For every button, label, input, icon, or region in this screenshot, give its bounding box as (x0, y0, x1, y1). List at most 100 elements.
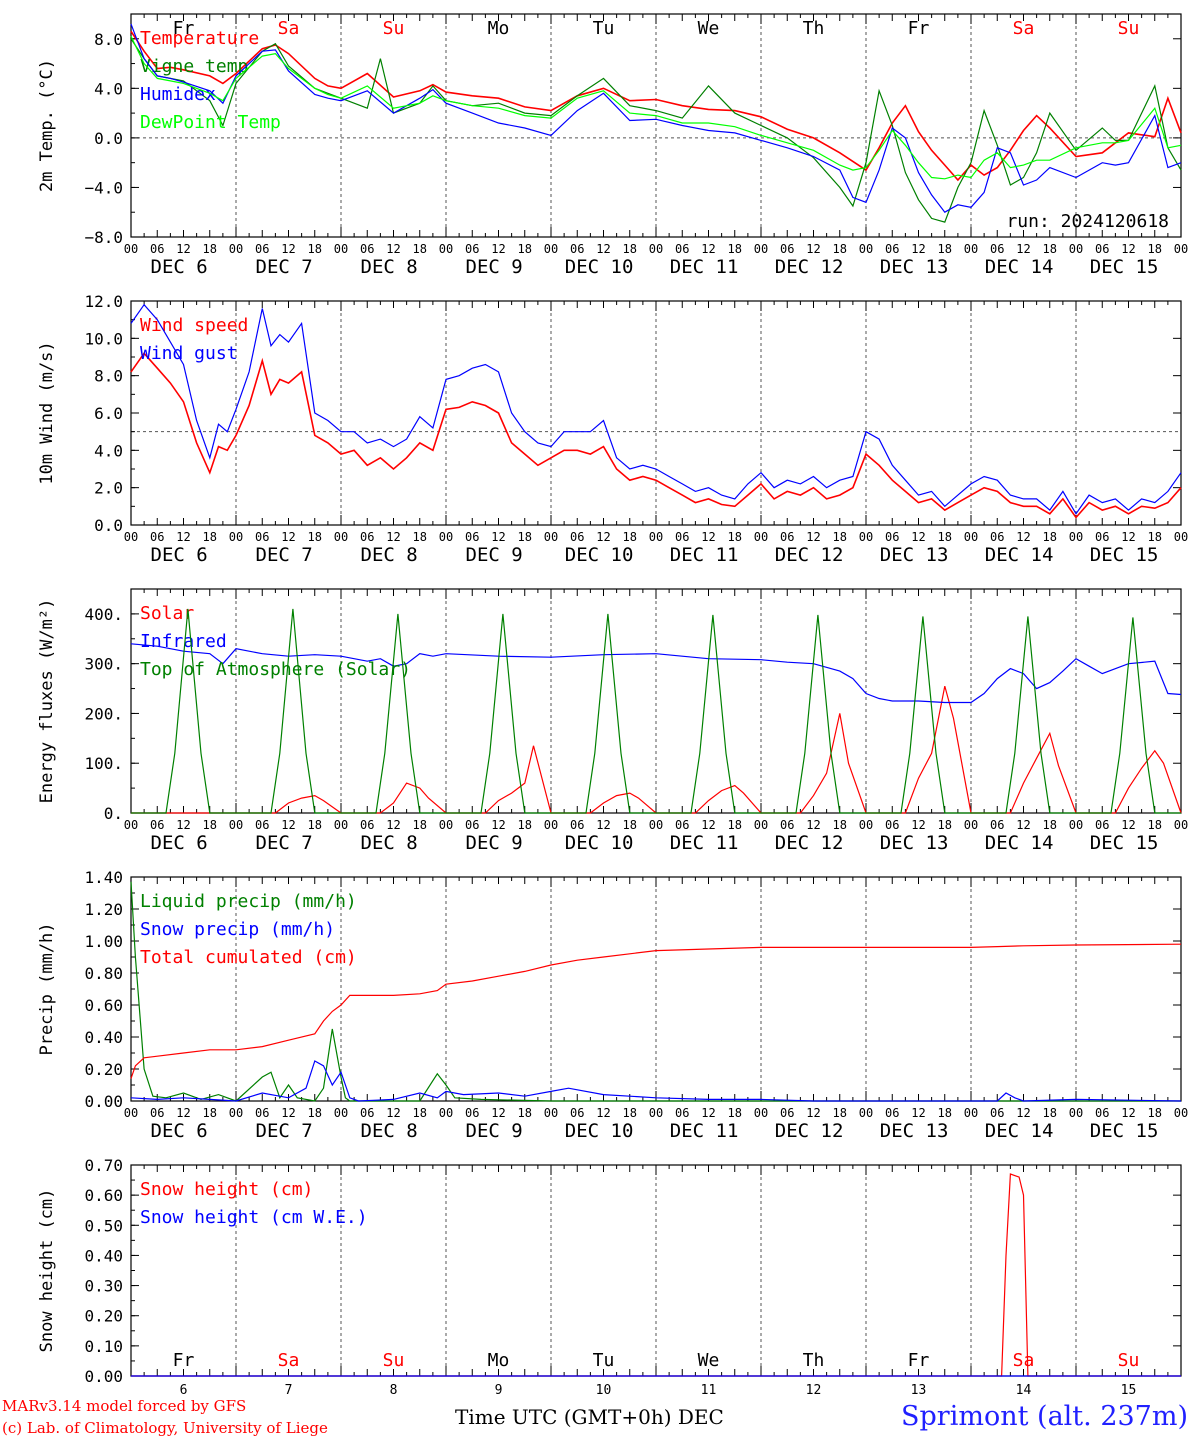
panel1-y-axis-label: 2m Temp. (°C) (37, 59, 57, 192)
panel2-hour-label: 12 (491, 530, 505, 544)
panel2-series-1 (130, 352, 1182, 519)
panel3-hour-label: 12 (1121, 818, 1135, 832)
panel1-hour-label: 06 (255, 242, 269, 256)
panel3-hour-label: 18 (938, 818, 952, 832)
panel4-hour-label: 06 (150, 1106, 164, 1120)
panel1-series-1 (130, 30, 1182, 182)
panel4-legend-3: Total cumulated (cm) (140, 947, 357, 968)
panel1-date-label: DEC 10 (565, 256, 634, 278)
panel1-legend-2: Vigne temp (140, 56, 248, 77)
panel3-hour-label: 12 (911, 818, 925, 832)
panel1-series-3 (130, 23, 1182, 213)
panel1-hour-label: 00 (1069, 242, 1083, 256)
panel3-date-label: DEC 15 (1090, 832, 1159, 854)
panel3-hour-label: 00 (439, 818, 453, 832)
panel1-hour-label: 18 (203, 242, 217, 256)
panel2-y-tick-label: 0.0 (94, 516, 123, 535)
panel2-hour-label: 00 (229, 530, 243, 544)
panel4-date-label: DEC 10 (565, 1120, 634, 1142)
panel2-y-tick-label: 6.0 (94, 404, 123, 423)
panel3-date-label: DEC 11 (670, 832, 739, 854)
panel4-y-tick-label: 1.40 (84, 868, 123, 887)
panel1-hour-label: 18 (1043, 242, 1057, 256)
panel3-legend-1: Solar (140, 603, 194, 624)
panel5-date-label: 15 (1121, 1383, 1137, 1398)
panel5-date-label: 8 (390, 1383, 398, 1398)
panel4-hour-label: 12 (1121, 1106, 1135, 1120)
panel2-hour-label: 18 (413, 530, 427, 544)
panel2-hour-label: 18 (1148, 530, 1162, 544)
panel2-y-tick-label: 12.0 (84, 292, 123, 311)
panel3-hour-label: 06 (1095, 818, 1109, 832)
panel4-date-label: DEC 8 (361, 1120, 418, 1142)
panel1-hour-label: 18 (938, 242, 952, 256)
panel5-date-label: 9 (495, 1383, 503, 1398)
panel2-legend-1: Wind speed (140, 315, 248, 336)
panel4-hour-label: 18 (518, 1106, 532, 1120)
panel2-hour-label: 06 (360, 530, 374, 544)
panel2-hour-label: 00 (334, 530, 348, 544)
panel3-hour-label: 12 (491, 818, 505, 832)
panel1-hour-label: 00 (544, 242, 558, 256)
panel1-legend-1: Temperature (140, 28, 259, 49)
panel4-hour-label: 18 (728, 1106, 742, 1120)
panel1-hour-label: 12 (386, 242, 400, 256)
panel1-hour-label: 06 (570, 242, 584, 256)
panel2-hour-label: 12 (281, 530, 295, 544)
panel3-series-3 (131, 608, 1181, 814)
panel5-y-tick-label: 0.10 (84, 1337, 123, 1356)
panel3-y-tick-label: 400. (84, 605, 123, 624)
panel2-date-label: DEC 8 (361, 544, 418, 566)
panel1-hour-label: 06 (885, 242, 899, 256)
panel1-date-label: DEC 9 (466, 256, 523, 278)
panel4-series-2 (130, 1060, 1182, 1102)
panel4-date-label: DEC 13 (880, 1120, 949, 1142)
panel4-hour-label: 00 (649, 1106, 663, 1120)
panel1-hour-label: 00 (124, 242, 138, 256)
panel4-hour-label: 12 (596, 1106, 610, 1120)
panel5-legend-2: Snow height (cm W.E.) (140, 1207, 368, 1228)
panel4-hour-label: 18 (203, 1106, 217, 1120)
panel2-hour-label: 12 (701, 530, 715, 544)
panel5-y-tick-label: 0.60 (84, 1186, 123, 1205)
panel2-hour-label: 12 (386, 530, 400, 544)
panel2-hour-label: 06 (150, 530, 164, 544)
panel1-date-label: DEC 12 (775, 256, 844, 278)
panel1-y-tick-label: 8.0 (94, 30, 123, 49)
panel1-run-label: run: 2024120618 (1006, 211, 1169, 232)
panel2-hour-label: 12 (806, 530, 820, 544)
panel4-date-label: DEC 14 (985, 1120, 1054, 1142)
panel1-hour-label: 06 (360, 242, 374, 256)
panel3-hour-label: 12 (1016, 818, 1030, 832)
panel3-hour-label: 00 (754, 818, 768, 832)
panel3-hour-label: 06 (990, 818, 1004, 832)
panel2-date-label: DEC 15 (1090, 544, 1159, 566)
panel2-date-label: DEC 10 (565, 544, 634, 566)
panel3-hour-label: 12 (596, 818, 610, 832)
panel2-hour-label: 18 (938, 530, 952, 544)
panel1-y-tick-label: −8.0 (84, 228, 123, 247)
panel3-hour-label: 00 (1174, 818, 1188, 832)
station-name: Sprimont (alt. 237m) (901, 1401, 1188, 1432)
panel1-day-name: Tu (593, 18, 615, 39)
panel3-y-tick-label: 100. (84, 754, 123, 773)
panel2-hour-label: 00 (439, 530, 453, 544)
panel5-y-axis-label: Snow height (cm) (37, 1189, 57, 1353)
panel1-hour-label: 00 (1174, 242, 1188, 256)
panel1-hour-label: 00 (334, 242, 348, 256)
panel4-hour-label: 12 (1016, 1106, 1030, 1120)
panel1-hour-label: 18 (308, 242, 322, 256)
panel4-hour-label: 18 (623, 1106, 637, 1120)
panel2-legend-2: Wind gust (140, 343, 238, 364)
panel4-y-tick-label: 0.60 (84, 996, 123, 1015)
panel2-hour-label: 00 (859, 530, 873, 544)
panel1-date-label: DEC 6 (151, 256, 208, 278)
panel5-y-tick-label: 0.00 (84, 1367, 123, 1386)
panel1-hour-label: 00 (754, 242, 768, 256)
panel1-hour-label: 12 (1016, 242, 1030, 256)
panel4-y-tick-label: 0.00 (84, 1092, 123, 1111)
panel2-date-label: DEC 11 (670, 544, 739, 566)
panel3-series-2 (130, 643, 1182, 704)
panel3-date-label: DEC 14 (985, 832, 1054, 854)
